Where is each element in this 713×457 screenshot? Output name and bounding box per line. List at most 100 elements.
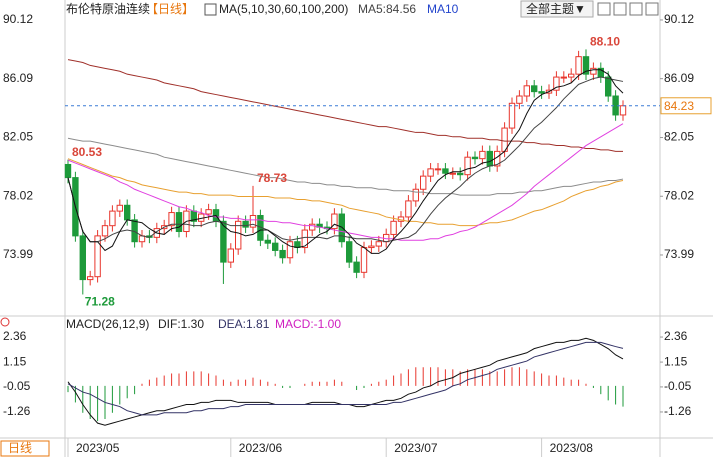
candle-body — [582, 56, 590, 75]
y-tick-label: -0.05 — [664, 379, 692, 393]
y-tick-label: 78.02 — [664, 188, 694, 202]
candle-body — [560, 76, 567, 79]
y-tick-label: 90.12 — [3, 12, 33, 26]
candle-body — [309, 223, 316, 231]
y-tick-label: 1.15 — [664, 354, 688, 368]
theme-button[interactable] — [520, 0, 594, 18]
y-tick-label: -1.26 — [664, 404, 692, 418]
last-price-box — [660, 97, 712, 115]
candle-body — [331, 213, 338, 230]
candle-body — [434, 168, 442, 171]
candle-body — [420, 175, 427, 190]
candle-body — [605, 76, 612, 97]
candle-body — [235, 220, 242, 250]
y-tick-label: 82.05 — [3, 130, 33, 144]
candle-body — [124, 204, 131, 221]
candle-body — [264, 239, 272, 244]
candle-body — [79, 235, 86, 281]
candle-body — [101, 225, 109, 237]
candle-body — [346, 241, 353, 263]
candle-body — [508, 102, 516, 129]
candle-body — [590, 67, 597, 75]
candle-body — [538, 91, 545, 94]
candle-body — [87, 276, 94, 281]
candle-body — [286, 241, 294, 259]
candle-body — [205, 209, 212, 215]
candle-body — [227, 248, 235, 263]
macd-title: MACD(26,12,9) — [66, 317, 149, 331]
candle-body — [249, 214, 257, 228]
candle-body — [116, 204, 123, 212]
macd-label: MACD:-1.00 — [275, 317, 341, 331]
candle-body — [575, 56, 582, 75]
low-label: 71.28 — [85, 295, 115, 309]
y-tick-label: 78.02 — [3, 188, 33, 202]
ma-line — [67, 158, 624, 227]
candle-body — [375, 241, 383, 247]
candle-body — [64, 163, 72, 179]
tool-icon[interactable] — [629, 2, 643, 16]
theme-button-text: 全部主题▼ — [526, 1, 586, 16]
y-tick-label: -1.26 — [3, 404, 31, 418]
candle-body — [242, 220, 249, 228]
ma-line — [67, 69, 624, 254]
ma5-label: MA5:84.56 — [358, 2, 416, 16]
tool-icon[interactable] — [645, 2, 659, 16]
candle-body — [368, 245, 375, 249]
tool-icon[interactable] — [597, 2, 611, 16]
candle-body — [457, 172, 464, 176]
y-tick-label: 73.99 — [3, 247, 33, 261]
candle-body — [220, 220, 227, 263]
y-tick-label: 86.09 — [664, 71, 694, 85]
ma-label: MA(5,10,30,60,100,200) — [219, 2, 348, 16]
candle-body — [523, 85, 530, 97]
candle-body — [516, 95, 523, 104]
candle-body — [568, 73, 575, 78]
last-price-label: 84.23 — [664, 99, 694, 113]
ma-line — [67, 137, 624, 196]
candle-body — [619, 105, 627, 116]
ma-line — [67, 123, 624, 241]
period-tab-text: 日线 — [8, 441, 32, 455]
period-tab[interactable] — [0, 440, 50, 457]
x-tick-label: 2023/06 — [239, 441, 283, 455]
x-tick-label: 2023/07 — [394, 441, 438, 455]
indicator-icon[interactable] — [0, 317, 10, 327]
candle-body — [279, 249, 286, 259]
y-tick-label: 90.12 — [664, 12, 694, 26]
candle-body — [442, 168, 449, 174]
candle-body — [471, 156, 479, 160]
candle-body — [272, 242, 279, 251]
candle-body — [390, 220, 397, 235]
candle-body — [412, 188, 420, 202]
macd-line — [67, 341, 624, 416]
candle-body — [301, 229, 309, 249]
x-tick-label: 2023/05 — [76, 441, 120, 455]
candle-body — [338, 213, 346, 243]
y-tick-label: -0.05 — [3, 379, 31, 393]
y-tick-label: 1.15 — [3, 354, 27, 368]
ma-line — [67, 59, 623, 152]
candle-body — [353, 261, 360, 273]
candle-body — [360, 247, 368, 273]
candle-body — [175, 212, 183, 233]
candle-body — [531, 85, 538, 93]
high-label: 78.73 — [257, 171, 287, 185]
y-tick-label: 2.36 — [3, 329, 27, 343]
ma-toggle[interactable] — [204, 3, 217, 16]
high-label: 80.53 — [72, 145, 102, 159]
ma10-label: MA10 — [427, 2, 459, 16]
instrument-title: 布伦特原油连续 — [66, 1, 150, 16]
candle-body — [479, 150, 486, 160]
y-tick-label: 73.99 — [664, 247, 694, 261]
ma-line — [67, 76, 624, 243]
tool-icon[interactable] — [613, 2, 627, 16]
candle-body — [405, 200, 412, 218]
dea-label: DEA:1.81 — [218, 317, 270, 331]
x-tick-label: 2023/08 — [550, 441, 594, 455]
candle-body — [427, 168, 434, 177]
candle-body — [168, 212, 175, 227]
candle-body — [486, 150, 494, 167]
